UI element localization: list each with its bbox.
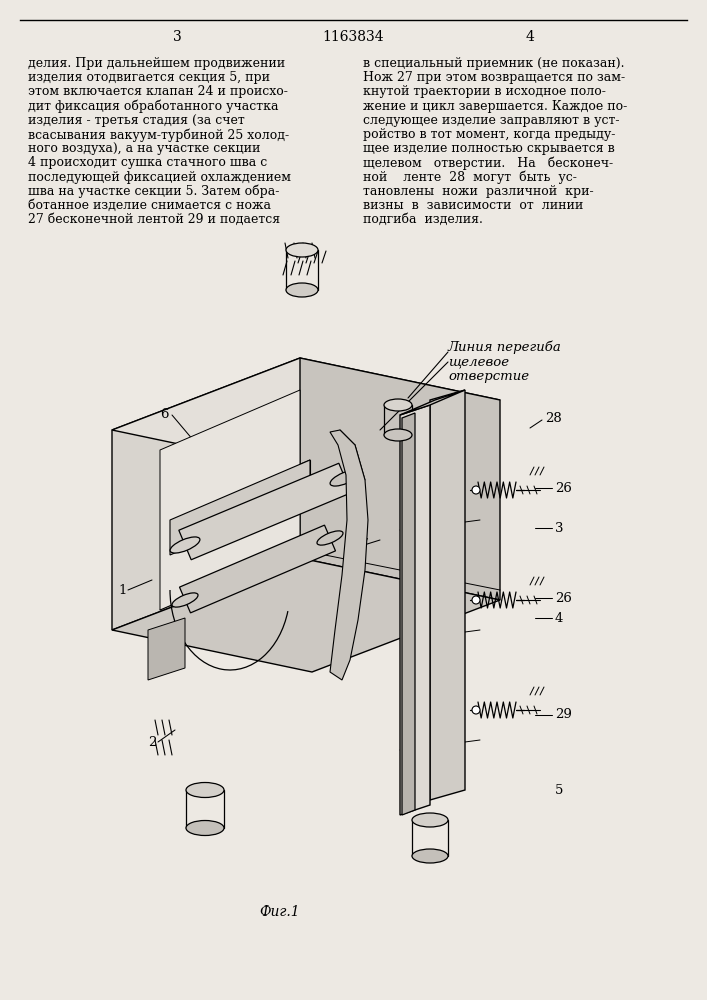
Text: последующей фиксацией охлаждением: последующей фиксацией охлаждением xyxy=(28,171,291,184)
Polygon shape xyxy=(179,463,351,560)
Text: ройство в тот момент, когда предыду-: ройство в тот момент, когда предыду- xyxy=(363,128,615,141)
Polygon shape xyxy=(160,390,300,610)
Text: визны  в  зависимости  от  линии: визны в зависимости от линии xyxy=(363,199,583,212)
Text: 3: 3 xyxy=(555,522,563,534)
Text: 1163834: 1163834 xyxy=(322,30,384,44)
Text: 4 происходит сушка стачного шва с: 4 происходит сушка стачного шва с xyxy=(28,156,267,169)
Text: 4: 4 xyxy=(525,30,534,44)
Text: 2: 2 xyxy=(148,736,156,748)
Ellipse shape xyxy=(330,470,360,486)
Text: 29: 29 xyxy=(555,708,572,722)
Ellipse shape xyxy=(472,706,480,714)
Text: отверстие: отверстие xyxy=(448,370,529,383)
Text: дит фиксация обработанного участка: дит фиксация обработанного участка xyxy=(28,100,279,113)
Ellipse shape xyxy=(412,849,448,863)
Polygon shape xyxy=(400,405,430,815)
Ellipse shape xyxy=(412,813,448,827)
Polygon shape xyxy=(112,558,500,672)
Text: тановлены  ножи  различной  кри-: тановлены ножи различной кри- xyxy=(363,185,594,198)
Text: изделия - третья стадия (за счет: изделия - третья стадия (за счет xyxy=(28,114,245,127)
Text: ной    ленте  28  могут  быть  ус-: ной ленте 28 могут быть ус- xyxy=(363,171,577,184)
Text: всасывания вакуум-турбиной 25 холод-: всасывания вакуум-турбиной 25 холод- xyxy=(28,128,289,141)
Text: 3: 3 xyxy=(173,30,182,44)
Text: 26: 26 xyxy=(555,591,572,604)
Text: делия. При дальнейшем продвижении: делия. При дальнейшем продвижении xyxy=(28,57,285,70)
Ellipse shape xyxy=(286,283,318,297)
Text: жение и цикл завершается. Каждое по-: жение и цикл завершается. Каждое по- xyxy=(363,100,627,113)
Polygon shape xyxy=(430,390,465,800)
Polygon shape xyxy=(402,413,415,815)
Text: Фиг.1: Фиг.1 xyxy=(259,905,300,919)
Polygon shape xyxy=(170,460,310,555)
Text: изделия отодвигается секция 5, при: изделия отодвигается секция 5, при xyxy=(28,71,270,84)
Text: этом включается клапан 24 и происхо-: этом включается клапан 24 и происхо- xyxy=(28,85,288,98)
Ellipse shape xyxy=(172,593,198,607)
Text: шва на участке секции 5. Затем обра-: шва на участке секции 5. Затем обра- xyxy=(28,185,279,198)
Text: 5: 5 xyxy=(555,784,563,796)
Polygon shape xyxy=(300,358,500,600)
Text: щелевом   отверстии.   На   бесконеч-: щелевом отверстии. На бесконеч- xyxy=(363,156,613,170)
Text: кнутой траектории в исходное поло-: кнутой траектории в исходное поло- xyxy=(363,85,606,98)
Text: 26: 26 xyxy=(555,482,572,494)
Ellipse shape xyxy=(472,486,480,494)
Polygon shape xyxy=(400,390,465,415)
Ellipse shape xyxy=(186,820,224,836)
Ellipse shape xyxy=(186,782,224,798)
Text: следующее изделие заправляют в уст-: следующее изделие заправляют в уст- xyxy=(363,114,619,127)
Polygon shape xyxy=(112,358,500,472)
Text: Нож 27 при этом возвращается по зам-: Нож 27 при этом возвращается по зам- xyxy=(363,71,625,84)
Polygon shape xyxy=(180,525,336,613)
Polygon shape xyxy=(148,618,185,680)
Text: 6: 6 xyxy=(160,408,168,422)
Text: ботанное изделие снимается с ножа: ботанное изделие снимается с ножа xyxy=(28,199,271,212)
Polygon shape xyxy=(112,358,300,630)
Polygon shape xyxy=(330,430,368,680)
Ellipse shape xyxy=(384,429,412,441)
Ellipse shape xyxy=(384,399,412,411)
Text: щелевое: щелевое xyxy=(448,355,509,368)
Text: 27: 27 xyxy=(352,538,369,552)
Text: в специальный приемник (не показан).: в специальный приемник (не показан). xyxy=(363,57,624,70)
Ellipse shape xyxy=(317,531,343,545)
Text: 28: 28 xyxy=(545,412,562,424)
Text: 4: 4 xyxy=(555,611,563,624)
Text: щее изделие полностью скрывается в: щее изделие полностью скрывается в xyxy=(363,142,615,155)
Ellipse shape xyxy=(286,243,318,257)
Text: 27 бесконечной лентой 29 и подается: 27 бесконечной лентой 29 и подается xyxy=(28,213,280,226)
Ellipse shape xyxy=(170,537,200,553)
Ellipse shape xyxy=(472,596,480,604)
Text: Линия перегиба: Линия перегиба xyxy=(448,340,562,354)
Text: подгиба  изделия.: подгиба изделия. xyxy=(363,213,483,226)
Text: ного воздуха), а на участке секции: ного воздуха), а на участке секции xyxy=(28,142,260,155)
Text: 1: 1 xyxy=(118,584,127,596)
